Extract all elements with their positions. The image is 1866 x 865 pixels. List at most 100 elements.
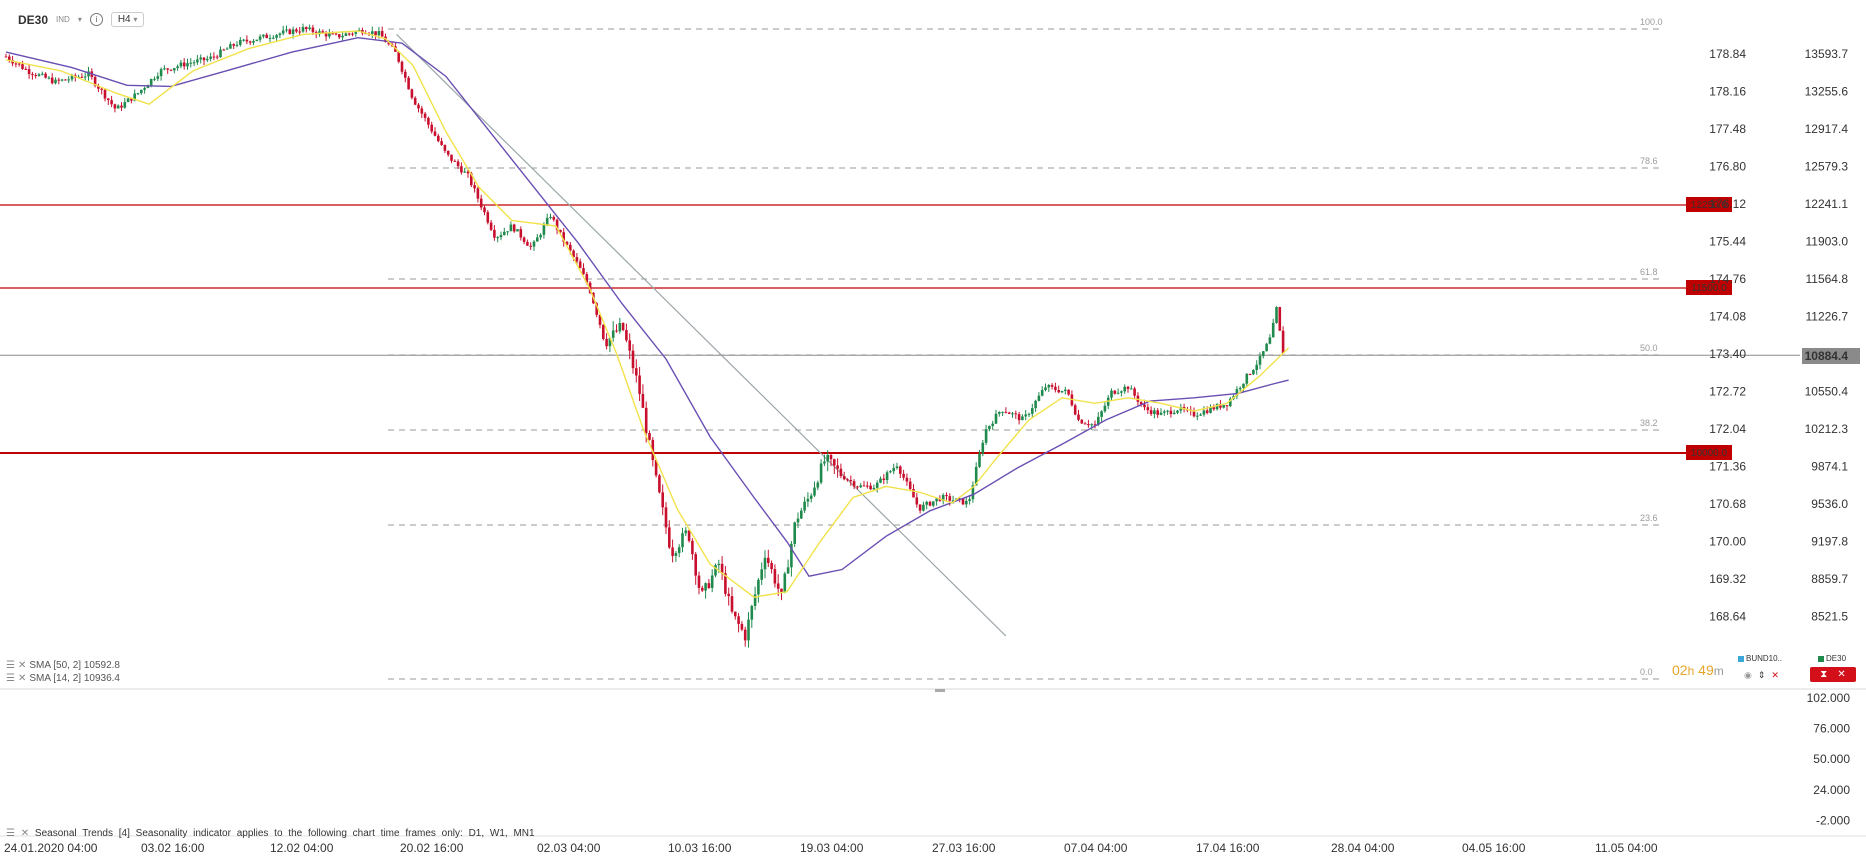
candle-body [397, 51, 400, 62]
candle-body [529, 245, 532, 247]
close-icon[interactable]: ✕ [17, 673, 27, 684]
countdown-hours-unit: h [1687, 664, 1695, 678]
candle-body [555, 219, 559, 230]
candle-body [1192, 410, 1196, 417]
candle-body [826, 454, 829, 462]
info-icon[interactable]: i [89, 13, 103, 26]
candle-body [605, 338, 608, 347]
candle-body [569, 244, 572, 251]
candle-body [974, 466, 978, 486]
candle-body [499, 235, 503, 238]
legend-sma14[interactable]: ☰ ✕ SMA [14, 2] 10936.4 [6, 673, 120, 684]
candle-body [661, 492, 664, 508]
candle-body [222, 49, 226, 51]
menu-icon[interactable]: ☰ [6, 828, 15, 839]
candle-body [882, 478, 886, 480]
bund-tick-label: 178.16 [1709, 85, 1746, 99]
chevron-down-icon[interactable]: ▾ [77, 15, 82, 24]
candle-body [1090, 424, 1093, 426]
candle-body [189, 62, 193, 64]
candle-body [691, 540, 694, 555]
seasonal-indicator-label[interactable]: ☰ ✕ Seasonal Trends [4] Seasonality indi… [6, 828, 535, 839]
candle-body [767, 557, 770, 563]
candle-body [783, 573, 787, 592]
candle-body [724, 573, 727, 594]
sma14-line [5, 30, 1290, 598]
candle-body [635, 368, 638, 376]
candle-body [694, 554, 697, 576]
candle-body [941, 495, 945, 501]
candle-body [734, 611, 737, 617]
candle-body [278, 33, 282, 36]
candle-body [628, 340, 631, 351]
candles-icon[interactable]: ⧗ [1820, 669, 1828, 680]
candle-body [1258, 356, 1262, 365]
candle-body [1225, 405, 1229, 407]
candle-body [60, 79, 64, 81]
last-price-label: 10884.4 [1805, 349, 1849, 363]
candle-body [800, 510, 803, 519]
mini-legend-bund[interactable]: BUND10.. [1738, 654, 1782, 663]
time-tick-label: 17.04 16:00 [1196, 841, 1260, 855]
candle-body [321, 31, 325, 33]
candle-body [1116, 392, 1120, 394]
candle-body [334, 33, 338, 35]
time-tick-label: 03.02 16:00 [141, 841, 205, 855]
bund-tick-label: 169.32 [1709, 572, 1746, 586]
sort-icon[interactable]: ⇕ [1757, 670, 1766, 680]
candle-body [1248, 373, 1252, 375]
eye-icon[interactable]: ◉ [1744, 670, 1752, 680]
candle-body [443, 144, 447, 151]
candle-body [1163, 411, 1166, 413]
candle-body [796, 518, 800, 523]
candle-body [1133, 388, 1136, 396]
series-swatch [1738, 655, 1744, 662]
order-controls[interactable]: ⧗ ✕ [1810, 667, 1856, 682]
menu-icon[interactable]: ☰ [6, 660, 15, 671]
candle-body [133, 93, 136, 101]
candle-body [493, 229, 496, 238]
seasonal-tick-label: -2.000 [1816, 813, 1850, 827]
mini-controls[interactable]: ◉ ⇕ ✕ [1744, 670, 1779, 681]
menu-icon[interactable]: ☰ [6, 673, 15, 684]
mini-legend-de30[interactable]: DE30 [1818, 654, 1846, 663]
candle-body [14, 63, 18, 65]
candle-body [196, 59, 199, 63]
series-swatch [1818, 655, 1824, 662]
candle-body [113, 104, 117, 109]
candle-body [110, 100, 113, 105]
candle-body [1252, 370, 1255, 375]
candle-body [753, 594, 757, 606]
candle-body [456, 161, 460, 167]
candle-body [585, 274, 589, 283]
candle-body [608, 337, 612, 347]
candle-body [140, 89, 143, 94]
candle-body [730, 596, 734, 612]
candle-body [1202, 410, 1206, 415]
close-icon[interactable]: ✕ [20, 828, 30, 839]
close-icon[interactable]: ✕ [17, 660, 27, 671]
candle-body [1007, 412, 1011, 414]
candle-body [740, 623, 744, 630]
candle-body [1031, 408, 1034, 414]
candle-body [611, 330, 615, 338]
close-icon[interactable]: ✕ [1837, 669, 1846, 680]
candle-body [539, 234, 542, 238]
candle-body [305, 27, 308, 30]
candle-body [1011, 413, 1014, 415]
candle-body [166, 68, 169, 70]
candle-body [34, 75, 37, 77]
legend-sma50[interactable]: ☰ ✕ SMA [50, 2] 10592.8 [6, 660, 120, 671]
candle-body [806, 498, 810, 502]
candle-body [803, 501, 806, 511]
candle-body [760, 569, 763, 580]
close-icon[interactable]: ✕ [1771, 670, 1779, 680]
symbol-label[interactable]: DE30 [18, 12, 49, 27]
candle-body [720, 563, 724, 574]
timeframe-select[interactable]: H4 ▾ [110, 12, 145, 27]
bund-tick-label: 177.48 [1709, 122, 1746, 136]
time-tick-label: 24.01.2020 04:00 [4, 841, 98, 855]
fib-level-label: 78.6 [1640, 156, 1658, 166]
candle-body [80, 76, 84, 78]
candle-body [1130, 388, 1133, 390]
